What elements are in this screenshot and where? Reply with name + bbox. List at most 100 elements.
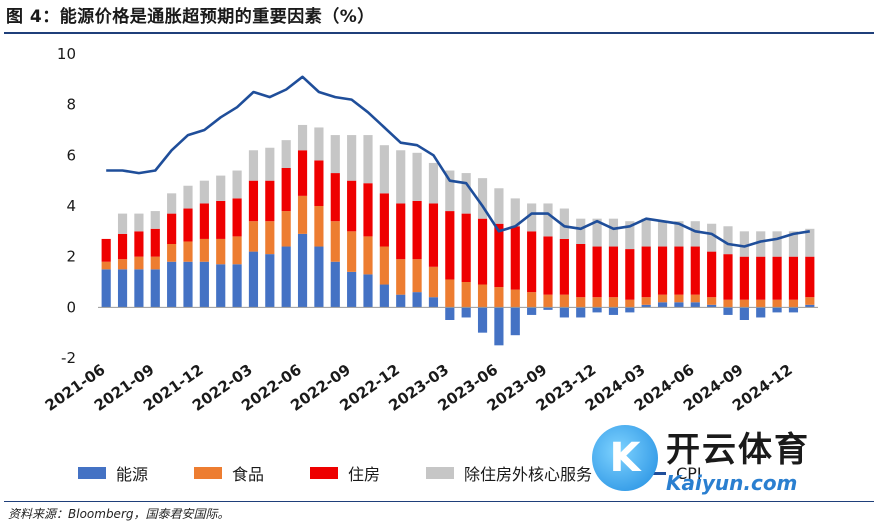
y-tick-label: -2 <box>61 349 76 367</box>
bar-energy <box>510 307 520 336</box>
bar-housing <box>707 251 717 298</box>
bar-food <box>723 299 733 308</box>
bar-energy <box>232 264 242 308</box>
bar-housing <box>461 213 471 282</box>
bar-energy <box>543 307 553 310</box>
bar-energy <box>657 302 668 308</box>
bar-energy <box>248 251 259 308</box>
bar-energy <box>674 302 684 308</box>
bar-housing <box>477 218 488 285</box>
bar-energy <box>494 307 504 346</box>
bar-food <box>576 297 586 308</box>
bar-core_ex_housing <box>363 135 373 184</box>
bar-energy <box>183 261 193 308</box>
bar-food <box>150 256 160 270</box>
watermark-main-text: 开云体育 <box>666 429 810 470</box>
bar-food <box>805 297 815 305</box>
bar-core_ex_housing <box>788 231 799 257</box>
bar-food <box>625 299 635 308</box>
legend-swatch <box>426 467 455 479</box>
bar-food <box>216 238 226 265</box>
bar-core_ex_housing <box>379 145 389 194</box>
bar-core_ex_housing <box>167 193 177 214</box>
cpi-line <box>106 75 811 248</box>
source-note: 资料来源：Bloomberg，国泰君安国际。 <box>8 507 230 521</box>
bar-housing <box>248 180 259 222</box>
bar-energy <box>641 304 651 308</box>
bar-housing <box>314 160 324 206</box>
y-tick-label: 2 <box>66 248 76 266</box>
bar-core_ex_housing <box>150 211 160 229</box>
chart-legend: 能源 食品 住房 除住房外核心服务 CPI <box>78 461 868 485</box>
bar-food <box>167 244 177 262</box>
bar-core_ex_housing <box>543 203 553 237</box>
bar-food <box>527 292 537 308</box>
bar-housing <box>723 254 733 300</box>
legend-swatch <box>310 467 339 479</box>
bar-food <box>379 246 389 285</box>
bar-food <box>543 294 553 308</box>
bar-food <box>281 211 291 247</box>
bar-core_ex_housing <box>216 175 226 201</box>
bar-core_ex_housing <box>248 150 259 181</box>
bar-core_ex_housing <box>265 147 275 181</box>
bar-core_ex_housing <box>559 208 569 239</box>
legend-label: CPI <box>676 463 702 483</box>
bar-housing <box>297 150 308 196</box>
bar-housing <box>347 180 357 232</box>
bar-energy <box>723 307 733 315</box>
bar-core_ex_housing <box>707 223 717 252</box>
bar-housing <box>805 256 815 298</box>
bar-core_ex_housing <box>461 173 471 214</box>
bar-housing <box>396 203 406 260</box>
bar-energy <box>739 307 749 320</box>
bar-energy <box>428 297 439 308</box>
bar-food <box>510 289 520 308</box>
bar-core_ex_housing <box>281 140 291 168</box>
chart-title: 图 4：能源价格是通胀超预期的重要因素（%） <box>6 7 375 27</box>
bar-housing <box>788 256 799 300</box>
bar-food <box>657 294 668 303</box>
bar-core_ex_housing <box>396 150 406 204</box>
bar-core_ex_housing <box>527 203 537 232</box>
bar-core_ex_housing <box>330 135 340 174</box>
bar-food <box>297 195 308 234</box>
bar-energy <box>559 307 569 318</box>
legend-swatch <box>78 467 106 479</box>
bar-food <box>477 284 488 308</box>
bar-housing <box>641 246 651 298</box>
bar-housing <box>559 238 569 295</box>
bar-food <box>347 231 357 272</box>
bar-housing <box>657 246 668 295</box>
bar-food <box>690 294 700 303</box>
bar-food <box>756 299 766 308</box>
y-tick-label: 10 <box>57 45 76 63</box>
bar-energy <box>347 271 357 308</box>
bar-energy <box>199 261 209 308</box>
bar-core_ex_housing <box>772 231 782 257</box>
bar-food <box>559 294 569 308</box>
bar-core_ex_housing <box>183 185 193 209</box>
bar-food <box>674 294 684 303</box>
bar-housing <box>543 236 553 295</box>
bar-energy <box>576 307 586 318</box>
bar-housing <box>608 246 619 298</box>
bar-core_ex_housing <box>690 221 700 247</box>
bar-core_ex_housing <box>347 135 357 181</box>
legend-item-housing: 住房 <box>310 461 380 485</box>
legend-label: 能源 <box>116 465 149 484</box>
bar-food <box>412 259 422 293</box>
bar-energy <box>805 304 815 308</box>
bar-core_ex_housing <box>297 124 308 151</box>
legend-item-energy: 能源 <box>78 461 148 485</box>
bar-core_ex_housing <box>445 170 455 212</box>
bar-housing <box>690 246 700 295</box>
bar-core_ex_housing <box>723 226 733 255</box>
bar-housing <box>265 180 275 222</box>
bar-core_ex_housing <box>494 188 504 224</box>
bar-housing <box>739 256 749 300</box>
bar-food <box>265 221 275 255</box>
bar-core_ex_housing <box>314 127 324 161</box>
bar-energy <box>330 261 340 308</box>
bar-housing <box>199 203 209 239</box>
